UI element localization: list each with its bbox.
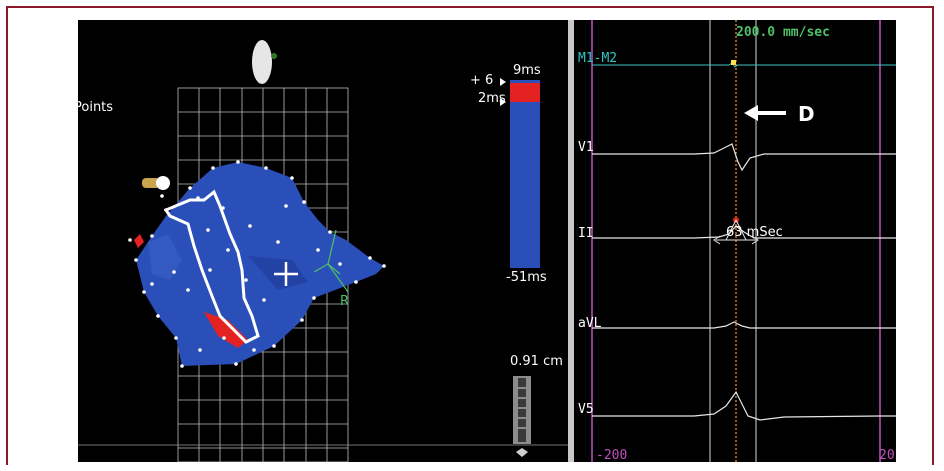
lead-label-v1: V1 [578,140,594,155]
time-start-label: -200 [596,448,628,462]
ecg-panel[interactable]: 200.0 mm/sec M1-M2 V1 II aVL V5 D 63 mSe… [574,20,896,462]
orientation-axes-icon [313,229,349,293]
ecg-gate-lines [591,20,881,462]
sweep-speed-label: 200.0 mm/sec [736,25,830,40]
time-end-label: 20 [879,448,895,462]
interval-caliper-icon [713,219,759,245]
activation-map-panel[interactable]: Points R 9ms + 6 2ms -51ms 0.91 cm [78,20,568,462]
ecg-trace-v5 [592,390,896,421]
cursor-crosshair-icon [274,262,298,286]
ecg-canvas[interactable] [574,20,896,462]
scale-label: 0.91 cm [510,354,563,369]
lead-label-ii: II [578,226,594,241]
colorbar-max-label: 9ms [513,63,541,78]
orientation-marker [252,40,272,84]
ecg-trace-m1m2 [592,62,896,68]
ecg-trace-avl [592,321,896,329]
scale-ruler [513,376,531,457]
points-label: Points [78,100,114,115]
annotation-arrow-icon [744,105,786,121]
colorbar-offset-label: + 6 [470,73,494,88]
colorbar-mid-label: 2ms [478,91,506,106]
lead-label-avl: aVL [578,316,602,331]
ecg-trace-ii [592,225,896,239]
lead-label-v5: V5 [578,402,594,417]
panel-divider[interactable] [568,20,574,462]
colorbar-min-label: -51ms [506,270,547,285]
interval-label: 63 mSec [726,225,783,240]
annotated-region-outline [163,189,260,344]
activation-map-canvas[interactable] [78,20,568,462]
axis-r-label: R [340,294,350,309]
annotation-label-d: D [798,102,815,126]
catheter-tip-icon [142,176,170,190]
activation-colorbar [500,78,540,268]
early-activation-zone [204,312,248,348]
figure-frame [6,6,934,465]
lead-label-m1m2: M1-M2 [578,51,618,66]
sample-points [128,160,386,368]
ecg-trace-v1 [592,143,896,172]
